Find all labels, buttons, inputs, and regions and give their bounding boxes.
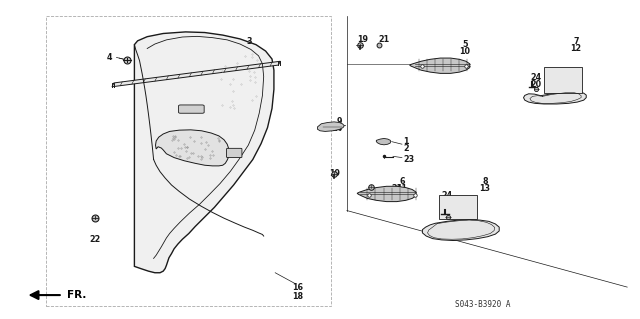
Text: 23: 23 <box>403 155 414 164</box>
Text: 12: 12 <box>570 44 582 53</box>
Text: 20: 20 <box>454 198 465 207</box>
Text: 16: 16 <box>292 283 303 292</box>
Text: 10: 10 <box>459 47 470 56</box>
Text: 9: 9 <box>336 117 342 126</box>
Text: 21: 21 <box>378 35 390 44</box>
FancyBboxPatch shape <box>179 105 204 113</box>
Text: S043-B3920 A: S043-B3920 A <box>456 300 511 309</box>
Polygon shape <box>422 219 499 241</box>
FancyBboxPatch shape <box>544 67 582 93</box>
Text: 13: 13 <box>479 184 491 193</box>
Text: 24: 24 <box>441 191 452 200</box>
Text: 21: 21 <box>392 184 403 193</box>
Polygon shape <box>376 138 390 145</box>
Text: 3: 3 <box>247 37 252 46</box>
Polygon shape <box>524 92 586 104</box>
Text: 2: 2 <box>403 144 409 152</box>
FancyArrowPatch shape <box>31 291 60 299</box>
Text: 8: 8 <box>483 177 488 186</box>
Text: 11: 11 <box>396 184 408 193</box>
Text: 22: 22 <box>89 235 100 244</box>
Text: 1: 1 <box>403 137 409 146</box>
Text: 20: 20 <box>531 80 542 89</box>
Text: 7: 7 <box>573 37 579 46</box>
Polygon shape <box>112 61 280 87</box>
Polygon shape <box>317 122 344 131</box>
Text: FR.: FR. <box>67 290 86 300</box>
Text: 14: 14 <box>331 124 342 133</box>
Text: 5: 5 <box>462 40 467 48</box>
Text: 24: 24 <box>531 73 542 82</box>
Polygon shape <box>357 186 416 202</box>
Text: 4: 4 <box>106 53 112 62</box>
Text: 19: 19 <box>356 35 368 44</box>
Text: 18: 18 <box>292 292 303 301</box>
Polygon shape <box>156 130 229 166</box>
Text: 6: 6 <box>399 177 404 186</box>
Bar <box>46 16 331 306</box>
Polygon shape <box>134 32 274 273</box>
FancyBboxPatch shape <box>439 195 477 219</box>
Text: 19: 19 <box>330 169 340 178</box>
FancyBboxPatch shape <box>227 148 242 158</box>
Polygon shape <box>410 58 470 73</box>
